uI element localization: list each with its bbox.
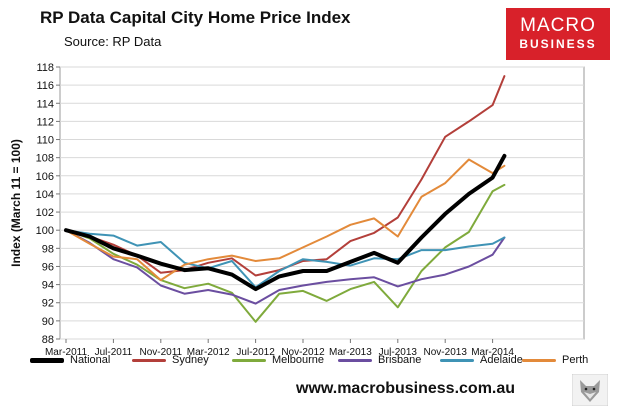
x-tick-label: Jul-2013 [379,347,418,358]
y-tick-label: 112 [36,116,54,128]
legend-label: National [70,354,111,366]
plot-area [59,66,585,340]
legend-swatch [522,358,556,362]
x-tick-label: Mar-2011 [45,347,87,358]
chart-subtitle: Source: RP Data [64,34,162,49]
y-tick-label: 106 [36,171,54,183]
x-tick-label: Jul-2011 [95,347,133,358]
y-tick-label: 96 [42,261,54,273]
y-axis-label: Index (March 11 = 100) [9,139,23,267]
y-tick-label: 110 [36,135,54,147]
legend-swatch [338,358,372,362]
x-tick-label: Jul-2012 [236,347,275,358]
legend-label: Sydney [172,354,209,366]
legend-swatch [440,358,474,362]
y-tick-label: 100 [36,225,54,237]
y-tick-label: 90 [42,316,54,328]
legend-label: Perth [562,354,589,366]
legend-label: Adelaide [480,354,523,366]
x-tick-label: Nov-2011 [139,347,182,358]
legend-item-perth: Perth [522,354,588,366]
series-line-brisbane [65,229,506,305]
chart-title: RP Data Capital City Home Price Index [40,8,351,27]
y-tick-label: 114 [36,98,54,110]
legend-item-adelaide: Adelaide [440,354,523,366]
x-tick-label: Mar-2012 [187,347,230,358]
x-tick-label: Nov-2013 [424,347,468,358]
series-line-adelaide [65,229,506,289]
y-tick-label: 108 [36,153,54,165]
legend-swatch [232,358,266,362]
y-tick-label: 102 [36,207,54,219]
legend-label: Melbourne [272,354,324,366]
y-tick-label: 118 [36,62,54,74]
legend-label: Brisbane [378,354,422,366]
x-tick-label: Mar-2013 [329,347,372,358]
logo-line2: BUSINESS [519,37,597,51]
legend-item-sydney: Sydney [132,354,209,366]
footer-url[interactable]: www.macrobusiness.com.au [296,380,516,397]
y-tick-label: 92 [42,298,54,310]
y-tick-label: 94 [42,280,54,292]
logo-line1: MACRO [520,15,596,36]
legend-swatch [30,357,64,363]
series-line-national [64,153,507,292]
legend-swatch [132,358,166,362]
x-tick-label: Nov-2012 [281,347,325,358]
series-line-melbourne [65,183,506,323]
series-line-perth [65,158,506,282]
legend-item-melbourne: Melbourne [232,354,324,366]
legend-item-brisbane: Brisbane [338,354,421,366]
y-tick-label: 98 [42,243,54,255]
fox-mascot-icon [572,374,608,406]
legend-item-national: National [30,354,110,366]
chart-legend: National Sydney Melbourne Brisbane Adelaide P… [30,354,590,372]
y-tick-label: 116 [36,80,54,92]
x-tick-label: Mar-2014 [471,347,514,358]
y-tick-label: 104 [36,189,54,201]
macrobusiness-logo: MACRO BUSINESS [506,8,610,60]
y-tick-label: 88 [42,334,54,346]
